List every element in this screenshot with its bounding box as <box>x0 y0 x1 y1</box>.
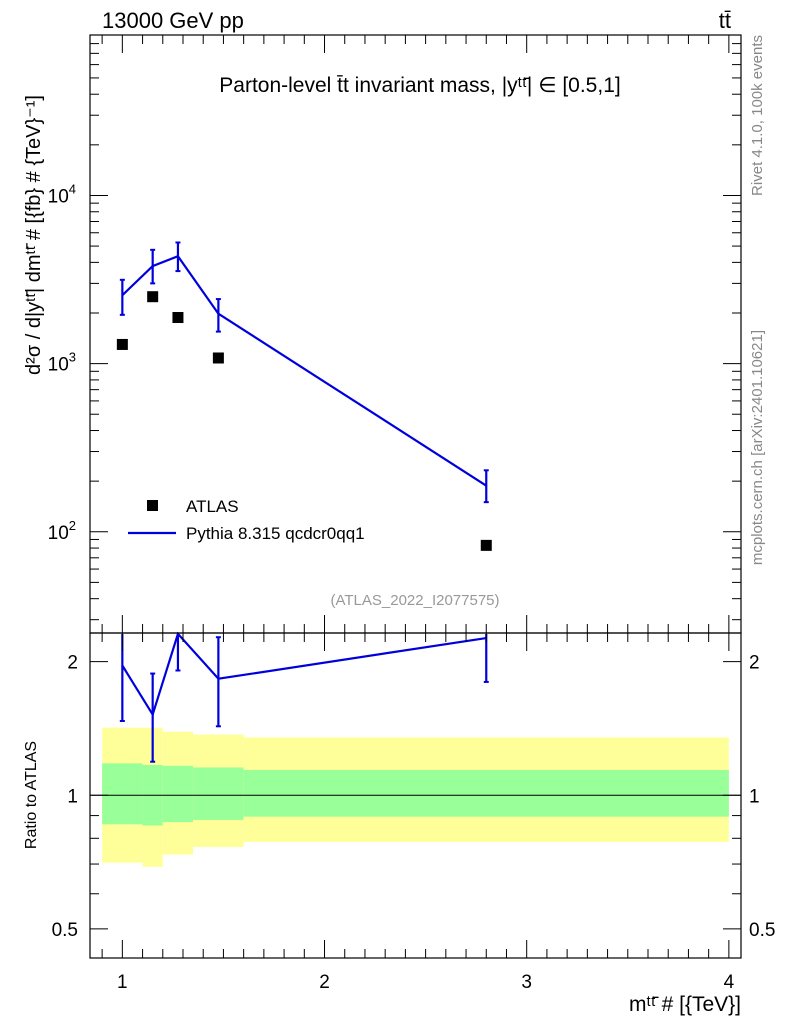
legend: ATLAS Pythia 8.315 qcdcr0qq1 <box>128 497 365 543</box>
main-frame <box>89 34 742 634</box>
x-axis-label: mᵗᵗ̄ # [{TeV}] <box>629 993 741 1016</box>
data-point <box>116 338 128 350</box>
main-y-tick-exponent: 3 <box>69 350 76 365</box>
energy-label: 13000 GeV pp <box>102 8 244 33</box>
ratio-mc-line <box>121 631 487 718</box>
ratio-x-tick-label: 2 <box>319 972 330 993</box>
ratio-y-tick-label-right: 2 <box>749 653 760 674</box>
ratio-inner-band <box>243 770 729 817</box>
mcplots-label: mcplots.cern.ch [arXiv:2401.10621] <box>749 330 766 565</box>
main-x-ticks <box>101 35 730 633</box>
ratio-y-tick-label-right: 0.5 <box>749 920 775 941</box>
data-point <box>172 312 184 324</box>
main-y-tick-exponent: 4 <box>69 181 76 196</box>
ratio-inner-band <box>193 767 244 820</box>
ratio-bands <box>102 727 729 867</box>
ratio-y-tick-label-left: 2 <box>67 653 78 674</box>
ratio-x-ticks: 1 2 3 4 <box>101 633 735 993</box>
ratio-inner-band <box>102 763 143 825</box>
analysis-watermark: (ATLAS_2022_I2077575) <box>330 592 499 609</box>
main-y-ticks: 102 103 104 <box>48 34 741 621</box>
main-y-tick-exponent: 2 <box>69 518 76 533</box>
process-label: tt̄ <box>719 8 731 33</box>
ratio-x-tick-label: 4 <box>724 972 735 993</box>
main-y-tick-label: 103 <box>48 350 76 376</box>
ratio-y-axis-label: Ratio to ATLAS <box>23 741 40 849</box>
main-y-tick-label: 102 <box>48 518 76 544</box>
ratio-x-tick-label: 1 <box>117 972 128 993</box>
mc-series <box>119 241 489 504</box>
y-axis-label: d²σ / d|yᵗᵗ̄| dmᵗᵗ̄ # [{fb} # {TeV}⁻¹] <box>23 95 45 375</box>
data-point <box>480 539 492 551</box>
ratio-y-tick-label-right: 1 <box>749 786 760 807</box>
mc-line <box>121 254 487 487</box>
ratio-y-tick-label-left: 0.5 <box>52 920 78 941</box>
ratio-y-tick-label-left: 1 <box>67 786 78 807</box>
ratio-x-tick-label: 3 <box>521 972 532 993</box>
main-panel: 102 103 104 Parton-level t̄t invariant mas… <box>23 34 742 634</box>
main-y-tick-label: 104 <box>48 181 76 207</box>
ratio-y-ticks: 0.5 0.5 1 1 2 2 <box>52 653 776 941</box>
plot-title: Parton-level t̄t invariant mass, |yᵗᵗ̄| … <box>219 74 620 97</box>
ratio-inner-band <box>162 765 194 823</box>
rivet-label: Rivet 4.1.0, 100k events <box>749 35 766 196</box>
legend-data-marker <box>147 500 158 511</box>
legend-mc-label: Pythia 8.315 qcdcr0qq1 <box>186 524 365 543</box>
ratio-panel: 0.5 0.5 1 1 2 2 1 2 3 4 Ratio to ATLAS mᵗᵗ̄ # [{… <box>23 631 776 1016</box>
data-series <box>116 291 492 551</box>
data-point <box>147 291 159 303</box>
legend-data-label: ATLAS <box>186 497 239 516</box>
data-point <box>212 352 224 364</box>
